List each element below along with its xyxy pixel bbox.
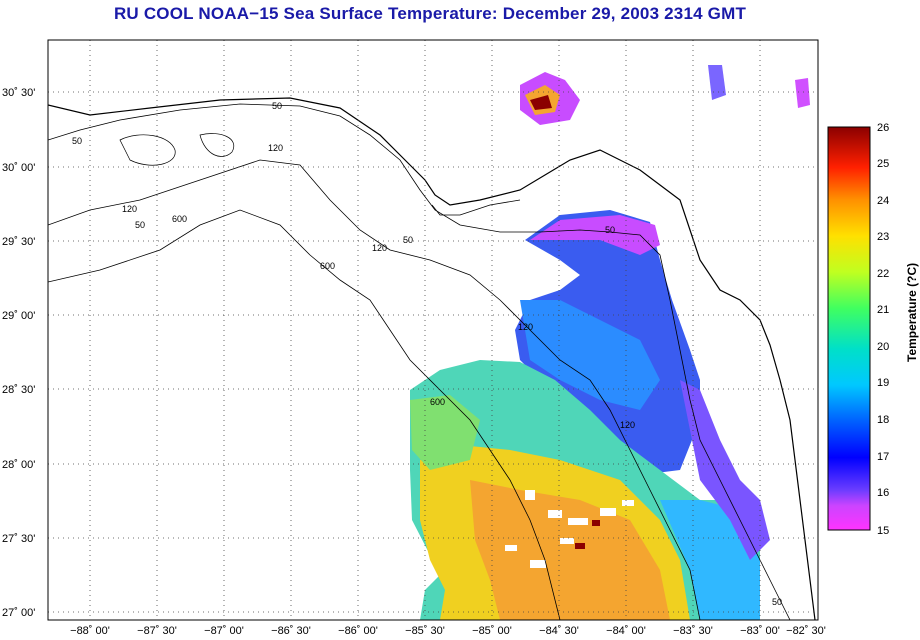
lat-tick-label: 30˚ 00' (2, 162, 35, 174)
contour-label: 50 (772, 597, 782, 607)
contour-label: 120 (268, 143, 283, 153)
colorbar-tick-label: 21 (877, 304, 889, 316)
contour-50m (48, 103, 791, 620)
lon-tick-label: −83˚ 30' (673, 625, 713, 637)
lat-lon-grid (48, 40, 818, 620)
sst-mid-blue (520, 300, 660, 410)
contour-label: 120 (372, 243, 387, 253)
sst-north-hot (530, 95, 552, 110)
longitude-axis: −88˚ 00' −87˚ 30' −87˚ 00' −86˚ 30' −86˚… (70, 625, 826, 637)
lat-tick-label: 27˚ 00' (2, 607, 35, 619)
colorbar-tick-label: 24 (877, 195, 889, 207)
lon-tick-label: −86˚ 30' (271, 625, 311, 637)
contour-120m (48, 159, 701, 620)
lon-tick-label: −82˚ 30' (786, 625, 826, 637)
lat-tick-label: 28˚ 30' (2, 384, 35, 396)
colorbar-gradient (827, 126, 871, 531)
map-title: RU COOL NOAA−15 Sea Surface Temperature:… (113, 4, 747, 23)
map-plot-area: 50 120 600 50 120 600 50 120 50 120 50 6… (48, 40, 818, 620)
colorbar-tick-label: 17 (877, 451, 889, 463)
cloud-mask-blocks (505, 490, 634, 568)
lat-tick-label: 27˚ 30' (2, 533, 35, 545)
contour-label: 120 (518, 322, 533, 332)
sst-small-patch-1 (708, 65, 726, 100)
contour-closed-2 (199, 133, 235, 157)
contour-label-group: 50 120 600 50 120 600 50 120 50 120 50 6… (72, 101, 782, 607)
colorbar-tick-label: 26 (877, 122, 889, 134)
contour-label: 50 (272, 101, 282, 111)
sst-east-coastal (680, 380, 770, 560)
lon-tick-label: −84˚ 30' (539, 625, 579, 637)
coastline (48, 97, 816, 620)
contour-label: 50 (403, 235, 413, 245)
colorbar-ticks: 26 25 24 23 22 21 20 19 18 17 16 15 (877, 122, 889, 537)
colorbar-tick-label: 16 (877, 487, 889, 499)
colorbar: 26 25 24 23 22 21 20 19 18 17 16 15 Temp… (827, 122, 919, 537)
lon-tick-label: −87˚ 00' (204, 625, 244, 637)
lon-tick-label: −85˚ 30' (405, 625, 445, 637)
map-frame (47, 39, 819, 621)
contour-600m (48, 209, 561, 620)
sst-imagery (410, 65, 810, 620)
colorbar-tick-label: 18 (877, 414, 889, 426)
sst-small-patch-2 (795, 78, 810, 108)
lon-tick-label: −88˚ 00' (70, 625, 110, 637)
colorbar-tick-label: 23 (877, 231, 889, 243)
colorbar-tick-label: 22 (877, 268, 889, 280)
contour-label: 120 (122, 204, 137, 214)
lon-tick-label: −87˚ 30' (137, 625, 177, 637)
contour-label: 120 (620, 420, 635, 430)
latitude-axis: 30˚ 30' 30˚ 00' 29˚ 30' 29˚ 00' 28˚ 30' … (2, 87, 35, 619)
lat-tick-label: 29˚ 00' (2, 310, 35, 322)
sst-green-west (410, 395, 480, 470)
colorbar-tick-label: 25 (877, 158, 889, 170)
lon-tick-label: −85˚ 00' (472, 625, 512, 637)
lon-tick-label: −84˚ 00' (606, 625, 646, 637)
lat-tick-label: 30˚ 30' (2, 87, 35, 99)
lon-tick-label: −86˚ 00' (338, 625, 378, 637)
colorbar-title: Temperature (?C) (905, 263, 919, 362)
sst-purple-fringe (530, 215, 660, 255)
contour-label: 600 (172, 214, 187, 224)
colorbar-tick-label: 19 (877, 377, 889, 389)
contour-closed-1 (119, 134, 176, 166)
contour-label: 50 (72, 136, 82, 146)
contour-label: 600 (320, 261, 335, 271)
sst-orange-region (470, 480, 670, 620)
contour-label: 50 (135, 220, 145, 230)
lon-tick-label: −83˚ 00' (740, 625, 780, 637)
contour-label: 50 (605, 225, 615, 235)
colorbar-tick-label: 20 (877, 341, 889, 353)
lat-tick-label: 29˚ 30' (2, 236, 35, 248)
colorbar-tick-label: 15 (877, 525, 889, 537)
contour-label: 600 (430, 397, 445, 407)
lat-tick-label: 28˚ 00' (2, 459, 35, 471)
